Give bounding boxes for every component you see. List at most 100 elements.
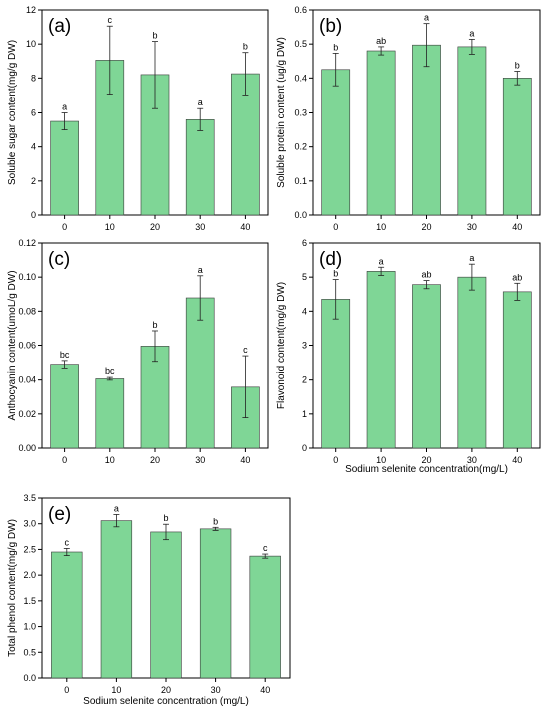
bar-0 [50,364,79,449]
significance-letter: ab [512,272,522,282]
significance-letter: c [243,345,248,355]
bar-10 [100,520,133,679]
y-tick-label: 0.3 [294,108,307,118]
x-tick-label: 30 [467,222,477,232]
y-tick-label: 0.2 [294,142,307,152]
x-tick-label: 40 [260,685,270,695]
significance-letter: a [198,265,203,275]
y-tick-label: 2 [302,375,307,385]
y-tick-label: 0.0 [23,673,36,683]
x-tick-label: 0 [64,685,69,695]
x-tick-label: 20 [150,455,160,465]
y-tick-label: 1.0 [23,622,36,632]
significance-letter: c [65,537,70,547]
y-axis-title: Soluble sugar content(mg/g DW) [7,40,18,185]
bar-0 [321,299,351,449]
x-tick-label: 0 [62,455,67,465]
x-tick-label: 40 [512,222,522,232]
y-tick-label: 0.10 [18,272,36,282]
chart-panel-e: (e) 0.0 0.5 1.0 1.5 2.0 2.5 3.0 3.5 Total phenol … [7,493,291,707]
y-tick-label: 0.08 [18,306,36,316]
significance-letter: a [198,97,203,107]
bar-20 [150,531,182,679]
significance-letter: bc [105,366,115,376]
y-tick-label: 0 [31,210,36,220]
y-axis-title: Soluble protein content (ug/g DW) [276,37,287,188]
significance-letter: b [243,42,248,52]
x-tick-label: 40 [240,455,250,465]
significance-letter: a [62,102,67,112]
bar-0 [51,551,83,679]
y-tick-label: 3 [302,341,307,351]
y-tick-label: 2 [31,176,36,186]
significance-letter: a [114,503,119,513]
x-tick-label: 30 [195,222,205,232]
significance-letter: bc [60,350,70,360]
y-axis-title: Total phenol content(mg/g DW) [7,519,18,657]
x-tick-label: 20 [421,222,431,232]
y-tick-label: 3.0 [23,519,36,529]
chart-panel-c: (c) 0.00 0.02 0.04 0.06 0.08 0.10 0.12 Anthocyan… [7,238,269,465]
x-tick-label: 40 [512,455,522,465]
bar-40 [502,78,532,216]
y-tick-label: 0.12 [18,238,36,248]
y-tick-label: 12 [26,5,36,15]
panel-label: (c) [48,249,70,270]
bar-20 [412,284,441,449]
y-tick-label: 6 [31,108,36,118]
chart-panel-a: (a) 0 2 4 6 8 10 12 Soluble sugar content(mg/g D… [7,5,269,232]
y-axis-title: Anthocyanin content(umoL/g DW) [7,270,18,420]
y-tick-label: 0.00 [18,443,36,453]
y-tick-label: 4 [31,142,36,152]
y-tick-label: 10 [26,39,36,49]
bar-30 [185,297,215,449]
y-tick-label: 0.5 [23,647,36,657]
x-tick-label: 20 [150,222,160,232]
bar-20 [140,346,170,449]
significance-letter: a [469,253,474,263]
y-tick-label: 8 [31,73,36,83]
panel-label: (e) [48,504,71,525]
x-tick-label: 0 [62,222,67,232]
significance-letter: b [333,42,338,52]
significance-letter: c [108,15,113,25]
x-tick-label: 0 [333,222,338,232]
x-axis-title: Sodium selenite concentration (mg/L) [83,696,249,707]
y-tick-label: 0.04 [18,375,36,385]
y-tick-label: 0.5 [294,39,307,49]
y-tick-label: 0.02 [18,409,36,419]
x-tick-label: 10 [111,685,121,695]
x-tick-label: 30 [467,455,477,465]
y-tick-label: 2.0 [23,570,36,580]
y-tick-label: 0.0 [294,210,307,220]
x-tick-label: 30 [211,685,221,695]
panel-label: (a) [48,16,71,37]
significance-letter: c [263,543,268,553]
significance-letter: a [424,13,429,23]
bar-40 [249,555,281,679]
significance-letter: ab [376,36,386,46]
significance-letter: b [163,513,168,523]
panel-label: (b) [319,16,342,37]
chart-panel-d: (d) 0 1 2 3 4 5 6 Flavonoid content(mg/g DW) b 0 a 1… [276,238,541,475]
y-axis-title: Flavonoid content(mg/g DW) [276,282,287,409]
y-tick-label: 1 [302,409,307,419]
x-tick-label: 20 [421,455,431,465]
significance-letter: b [515,61,520,71]
bar-10 [366,50,396,216]
y-tick-label: 2.5 [23,544,36,554]
y-tick-label: 5 [302,272,307,282]
y-tick-label: 1.5 [23,596,36,606]
panel-label: (d) [319,249,342,270]
x-tick-label: 40 [240,222,250,232]
y-tick-label: 4 [302,306,307,316]
bar-40 [231,73,260,216]
bar-30 [457,276,487,449]
bar-30 [457,46,487,216]
y-tick-label: 0 [302,443,307,453]
significance-letter: b [213,516,218,526]
y-tick-label: 0.6 [294,5,307,15]
bar-10 [366,271,396,449]
x-tick-label: 10 [376,455,386,465]
